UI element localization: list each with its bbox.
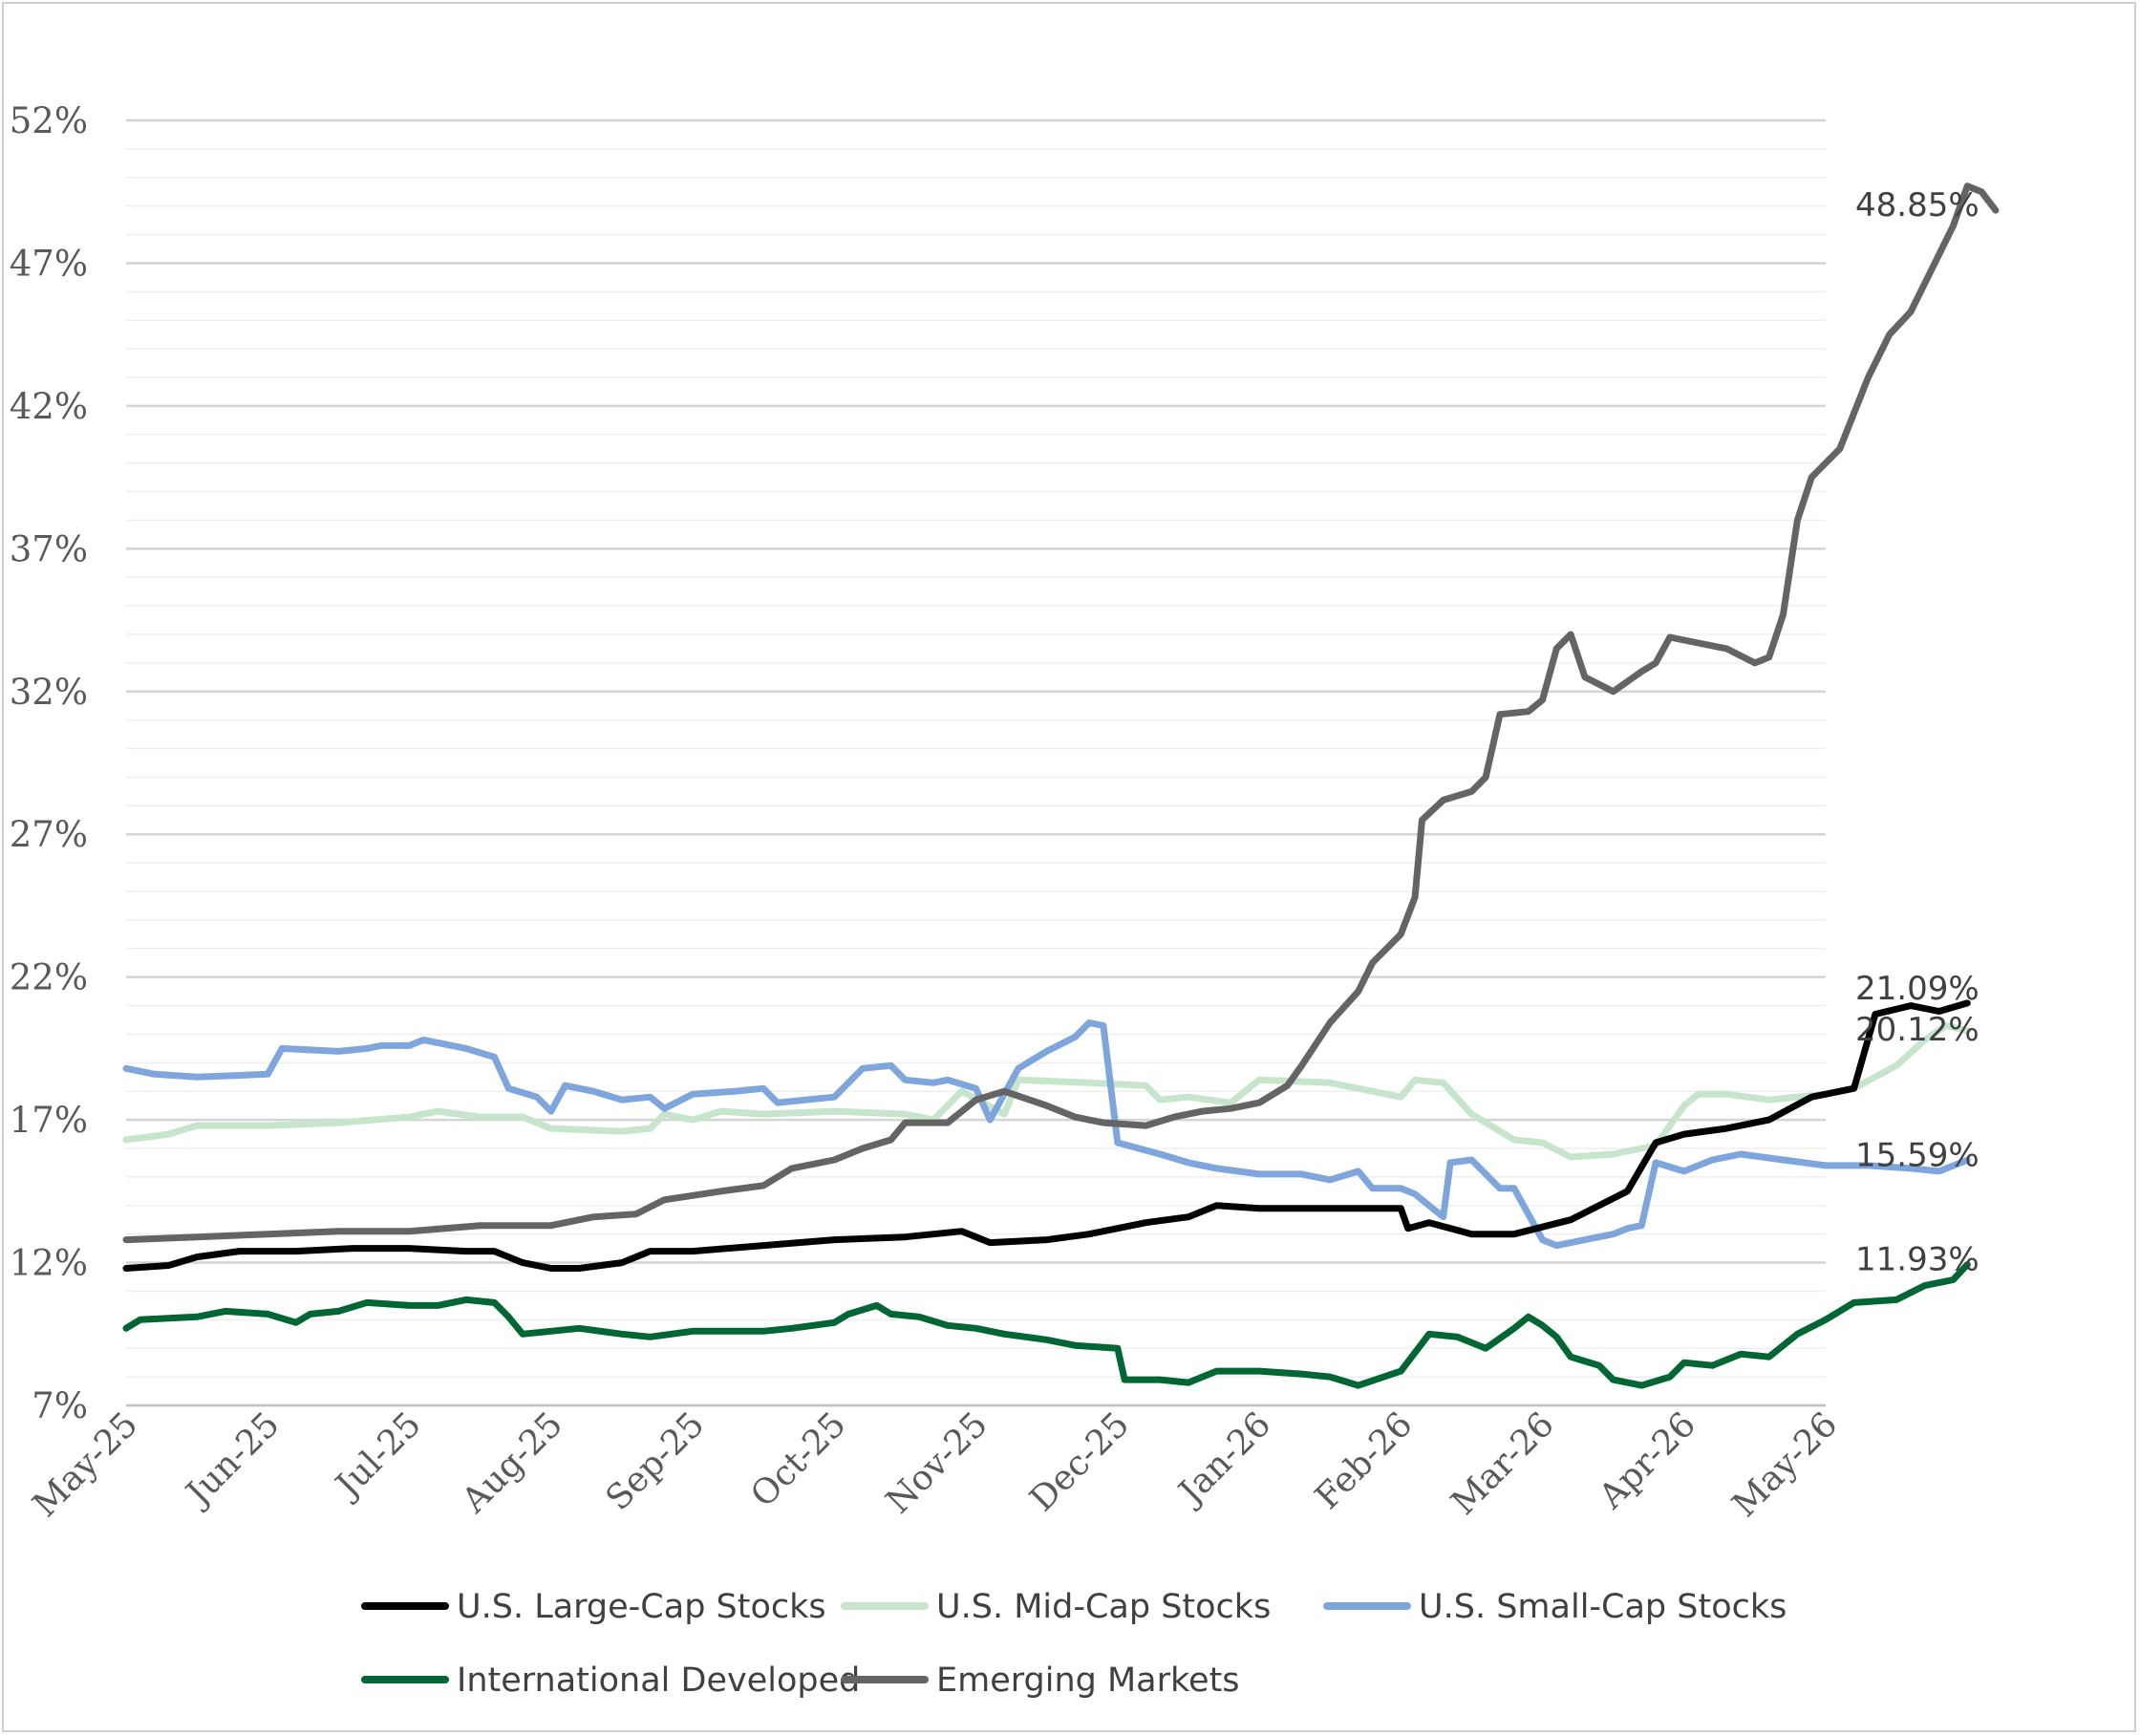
series-lines	[122, 182, 2000, 1389]
series-line	[122, 1019, 1971, 1250]
y-tick-label: 27%	[10, 814, 88, 855]
x-tick-label: Mar-26	[1444, 1404, 1561, 1522]
y-tick-label: 12%	[10, 1243, 88, 1284]
y-tick-label: 17%	[10, 1100, 88, 1141]
x-tick-label: Dec-25	[1022, 1404, 1137, 1519]
series-line	[122, 1261, 1971, 1389]
x-axis: May-25 Jun-25 Jul-25 Aug-25 Sep-25 Oct-25 Nov-…	[26, 1404, 1846, 1525]
y-tick-label: 7%	[32, 1385, 88, 1426]
x-tick-label: Nov-25	[879, 1404, 995, 1521]
x-tick-label: May-26	[1725, 1404, 1846, 1525]
x-tick-label: Feb-26	[1308, 1404, 1421, 1517]
legend-label: U.S. Small-Cap Stocks	[1419, 1588, 1787, 1626]
legend: U.S. Large-Cap Stocks U.S. Mid-Cap Stocks…	[361, 1588, 1787, 1700]
minor-gridlines	[126, 148, 1826, 1378]
series-end-label: 21.09%	[1855, 970, 1980, 1008]
x-tick-label: Apr-26	[1592, 1404, 1704, 1517]
y-tick-label: 52%	[10, 100, 88, 141]
x-tick-label: Jun-25	[177, 1404, 288, 1515]
x-tick-label: Oct-25	[743, 1404, 853, 1514]
y-tick-label: 32%	[10, 672, 88, 713]
end-labels: 21.09%20.12% 15.59% 11.93% 48.85%	[1855, 186, 1980, 1278]
series-end-label: 48.85%	[1855, 186, 1980, 225]
series-end-label: 20.12%	[1855, 1011, 1980, 1049]
x-tick-label: Jul-25	[326, 1404, 429, 1508]
series-end-label: 11.93%	[1855, 1241, 1980, 1279]
y-tick-label: 22%	[10, 957, 88, 998]
line-chart: 7%12%17%22%27%32%37%42%47%52% May-25 Jun-…	[10, 100, 2000, 1700]
legend-label: U.S. Mid-Cap Stocks	[936, 1588, 1271, 1626]
series-end-label: 15.59%	[1855, 1136, 1980, 1174]
y-tick-label: 42%	[10, 386, 88, 427]
x-tick-label: Jan-26	[1169, 1404, 1279, 1514]
series-line	[122, 1022, 1971, 1161]
legend-label: U.S. Large-Cap Stocks	[457, 1588, 826, 1626]
series-line	[122, 999, 1971, 1272]
y-tick-label: 47%	[10, 243, 88, 284]
legend-label: International Developed	[457, 1661, 860, 1700]
y-tick-label: 37%	[10, 528, 88, 569]
y-axis: 7% 12% 17% 22% 27% 32% 37% 42% 47% 52%	[10, 100, 88, 1426]
x-tick-label: Sep-25	[599, 1404, 713, 1518]
legend-label: Emerging Markets	[936, 1661, 1240, 1700]
x-tick-label: Aug-25	[454, 1404, 570, 1521]
series-line	[122, 182, 2000, 1244]
